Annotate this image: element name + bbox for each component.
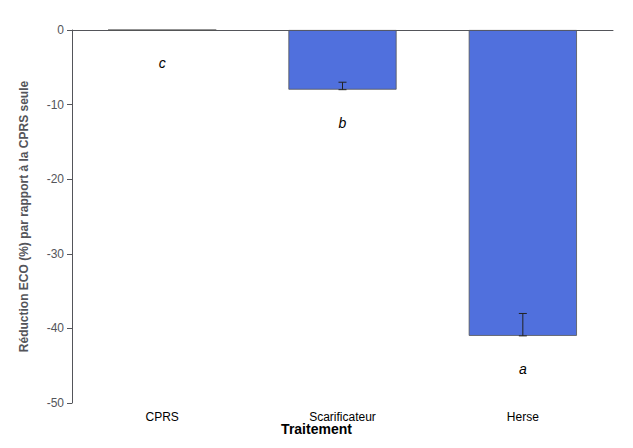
svg-text:-10: -10	[47, 98, 65, 112]
svg-text:0: 0	[57, 23, 64, 37]
svg-text:-40: -40	[47, 321, 65, 335]
svg-text:Traitement: Traitement	[281, 421, 352, 437]
svg-text:-50: -50	[47, 396, 65, 410]
svg-text:a: a	[519, 361, 527, 377]
svg-text:-20: -20	[47, 172, 65, 186]
svg-text:c: c	[159, 55, 166, 71]
svg-text:Réduction ECO (%) par rapport: Réduction ECO (%) par rapport à la CPRS …	[17, 80, 31, 352]
svg-text:b: b	[339, 115, 347, 131]
svg-text:Herse: Herse	[507, 410, 539, 424]
svg-text:CPRS: CPRS	[145, 410, 178, 424]
svg-text:-30: -30	[47, 247, 65, 261]
svg-text:Scarificateur: Scarificateur	[309, 410, 376, 424]
